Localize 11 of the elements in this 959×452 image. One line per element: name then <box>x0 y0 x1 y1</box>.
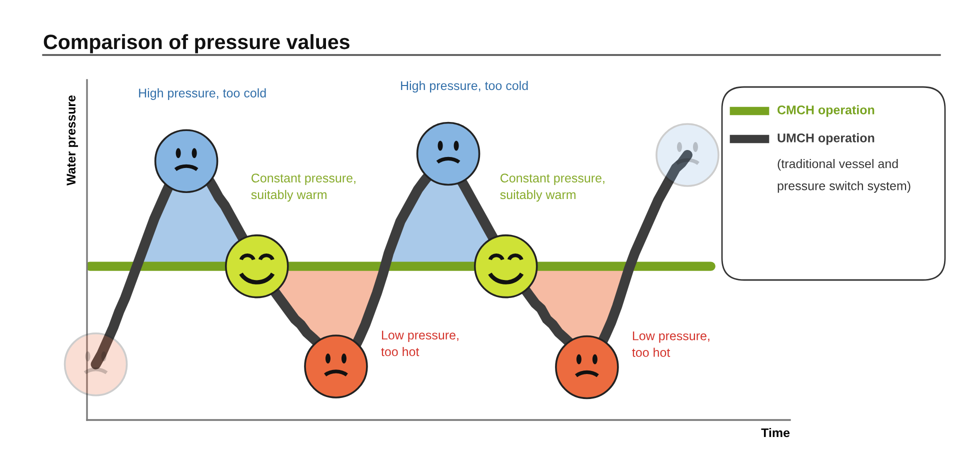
annotation: Constant pressure, suitably warm <box>500 174 604 202</box>
legend-label: UMCH operation (traditional vessel and pressure switch system) <box>778 133 910 193</box>
text: High pressure, too cold <box>401 80 528 93</box>
annotation: Low pressure, too hot <box>381 330 458 356</box>
annotation: Constant pressure, suitably warm <box>251 174 356 202</box>
annotation: Low pressure, too hot <box>632 332 710 357</box>
x-axis-title: Time <box>761 428 790 438</box>
chart-title: Comparison of pressure values <box>44 34 350 54</box>
text: High pressure, too cold <box>139 88 266 100</box>
legend-label: CMCH operation <box>778 105 874 117</box>
y-axis-title: Water pressure <box>66 95 78 186</box>
